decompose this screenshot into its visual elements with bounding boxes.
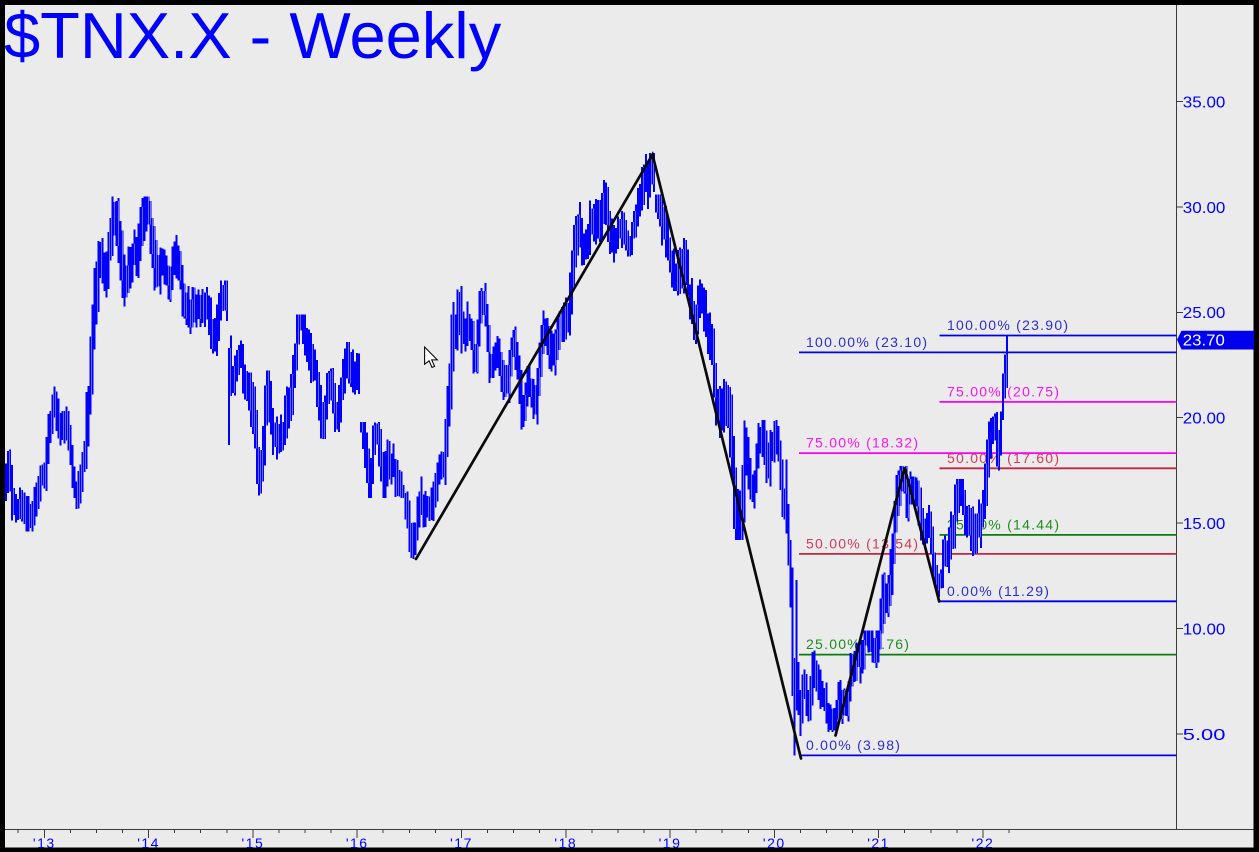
svg-text:10.00: 10.00 — [1183, 621, 1226, 638]
svg-text:50.00% (13.54): 50.00% (13.54) — [806, 535, 919, 551]
svg-text:'18: '18 — [554, 835, 577, 851]
svg-text:50.00% (17.60): 50.00% (17.60) — [947, 450, 1060, 466]
svg-text:15.00: 15.00 — [1183, 516, 1226, 533]
svg-text:'22: '22 — [972, 835, 995, 851]
svg-text:'13: '13 — [33, 835, 56, 851]
svg-text:0.00% (3.98): 0.00% (3.98) — [806, 737, 901, 753]
svg-text:'21: '21 — [867, 835, 890, 851]
svg-text:25.00: 25.00 — [1183, 305, 1226, 322]
svg-text:'15: '15 — [242, 835, 265, 851]
svg-text:'20: '20 — [763, 835, 786, 851]
svg-text:20.00: 20.00 — [1183, 411, 1226, 428]
svg-text:35.00: 35.00 — [1183, 94, 1226, 111]
svg-text:100.00% (23.90): 100.00% (23.90) — [947, 317, 1069, 333]
svg-text:$TNX.X - Weekly: $TNX.X - Weekly — [4, 0, 502, 72]
svg-text:23.70: 23.70 — [1183, 333, 1225, 350]
svg-text:0.00% (11.29): 0.00% (11.29) — [947, 583, 1050, 599]
svg-text:100.00% (23.10): 100.00% (23.10) — [806, 334, 928, 350]
svg-text:'14: '14 — [137, 835, 160, 851]
svg-text:'19: '19 — [659, 835, 682, 851]
svg-text:'16: '16 — [346, 835, 369, 851]
svg-text:30.00: 30.00 — [1183, 200, 1226, 217]
svg-text:75.00% (18.32): 75.00% (18.32) — [806, 435, 919, 451]
svg-text:'17: '17 — [450, 835, 473, 851]
svg-text:5.00: 5.00 — [1183, 727, 1226, 744]
